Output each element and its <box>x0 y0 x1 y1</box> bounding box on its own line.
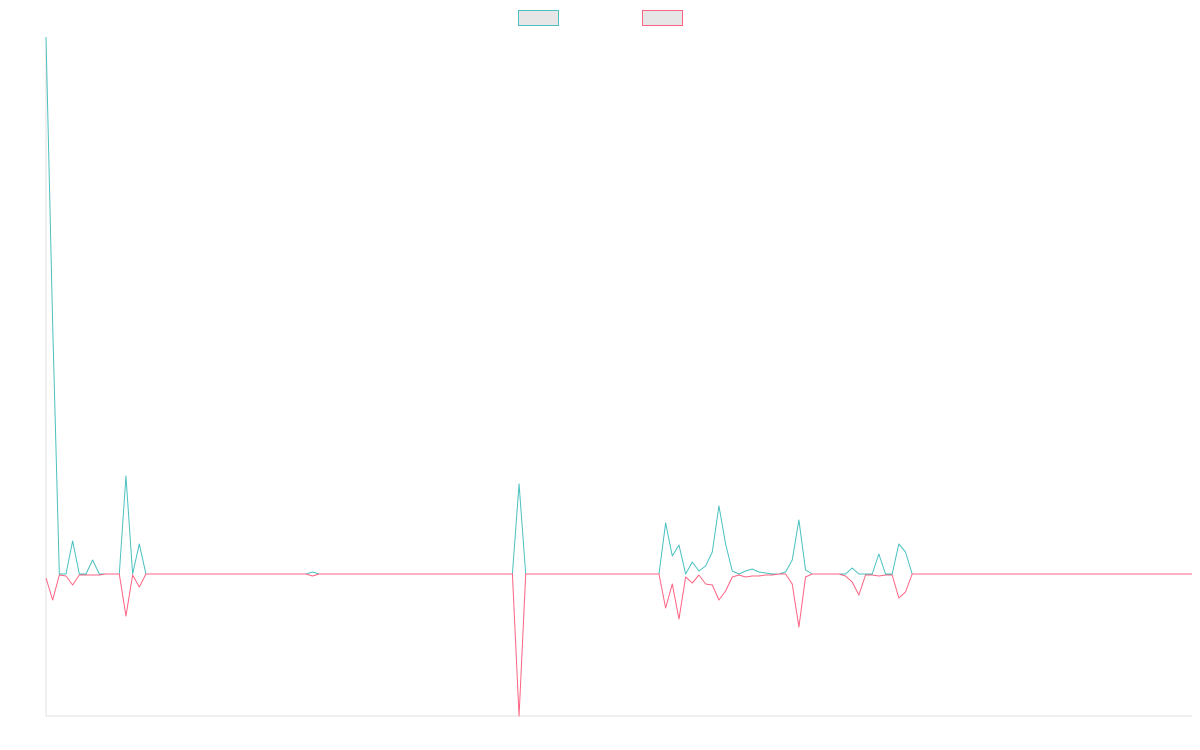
series-line <box>45 573 1192 717</box>
series-line <box>45 36 1192 575</box>
legend-swatch <box>518 10 559 26</box>
legend-swatch <box>642 10 683 26</box>
